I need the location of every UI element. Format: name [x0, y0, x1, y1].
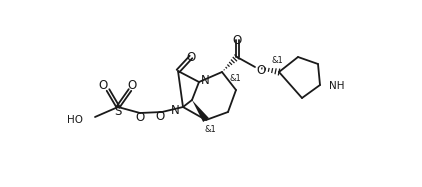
Text: O: O: [127, 79, 137, 91]
Text: O: O: [257, 64, 265, 76]
Text: &1: &1: [271, 56, 283, 65]
Text: NH: NH: [329, 81, 344, 91]
Text: O: O: [233, 33, 242, 47]
Text: N: N: [200, 73, 209, 87]
Text: &1: &1: [204, 125, 216, 134]
Text: HO: HO: [67, 115, 83, 125]
Text: S: S: [114, 105, 122, 117]
Text: O: O: [98, 79, 108, 91]
Text: O: O: [155, 110, 165, 122]
Text: &1: &1: [229, 73, 241, 82]
Polygon shape: [192, 100, 209, 122]
Text: O: O: [135, 111, 145, 123]
Text: O: O: [187, 50, 196, 64]
Text: N: N: [170, 103, 179, 117]
